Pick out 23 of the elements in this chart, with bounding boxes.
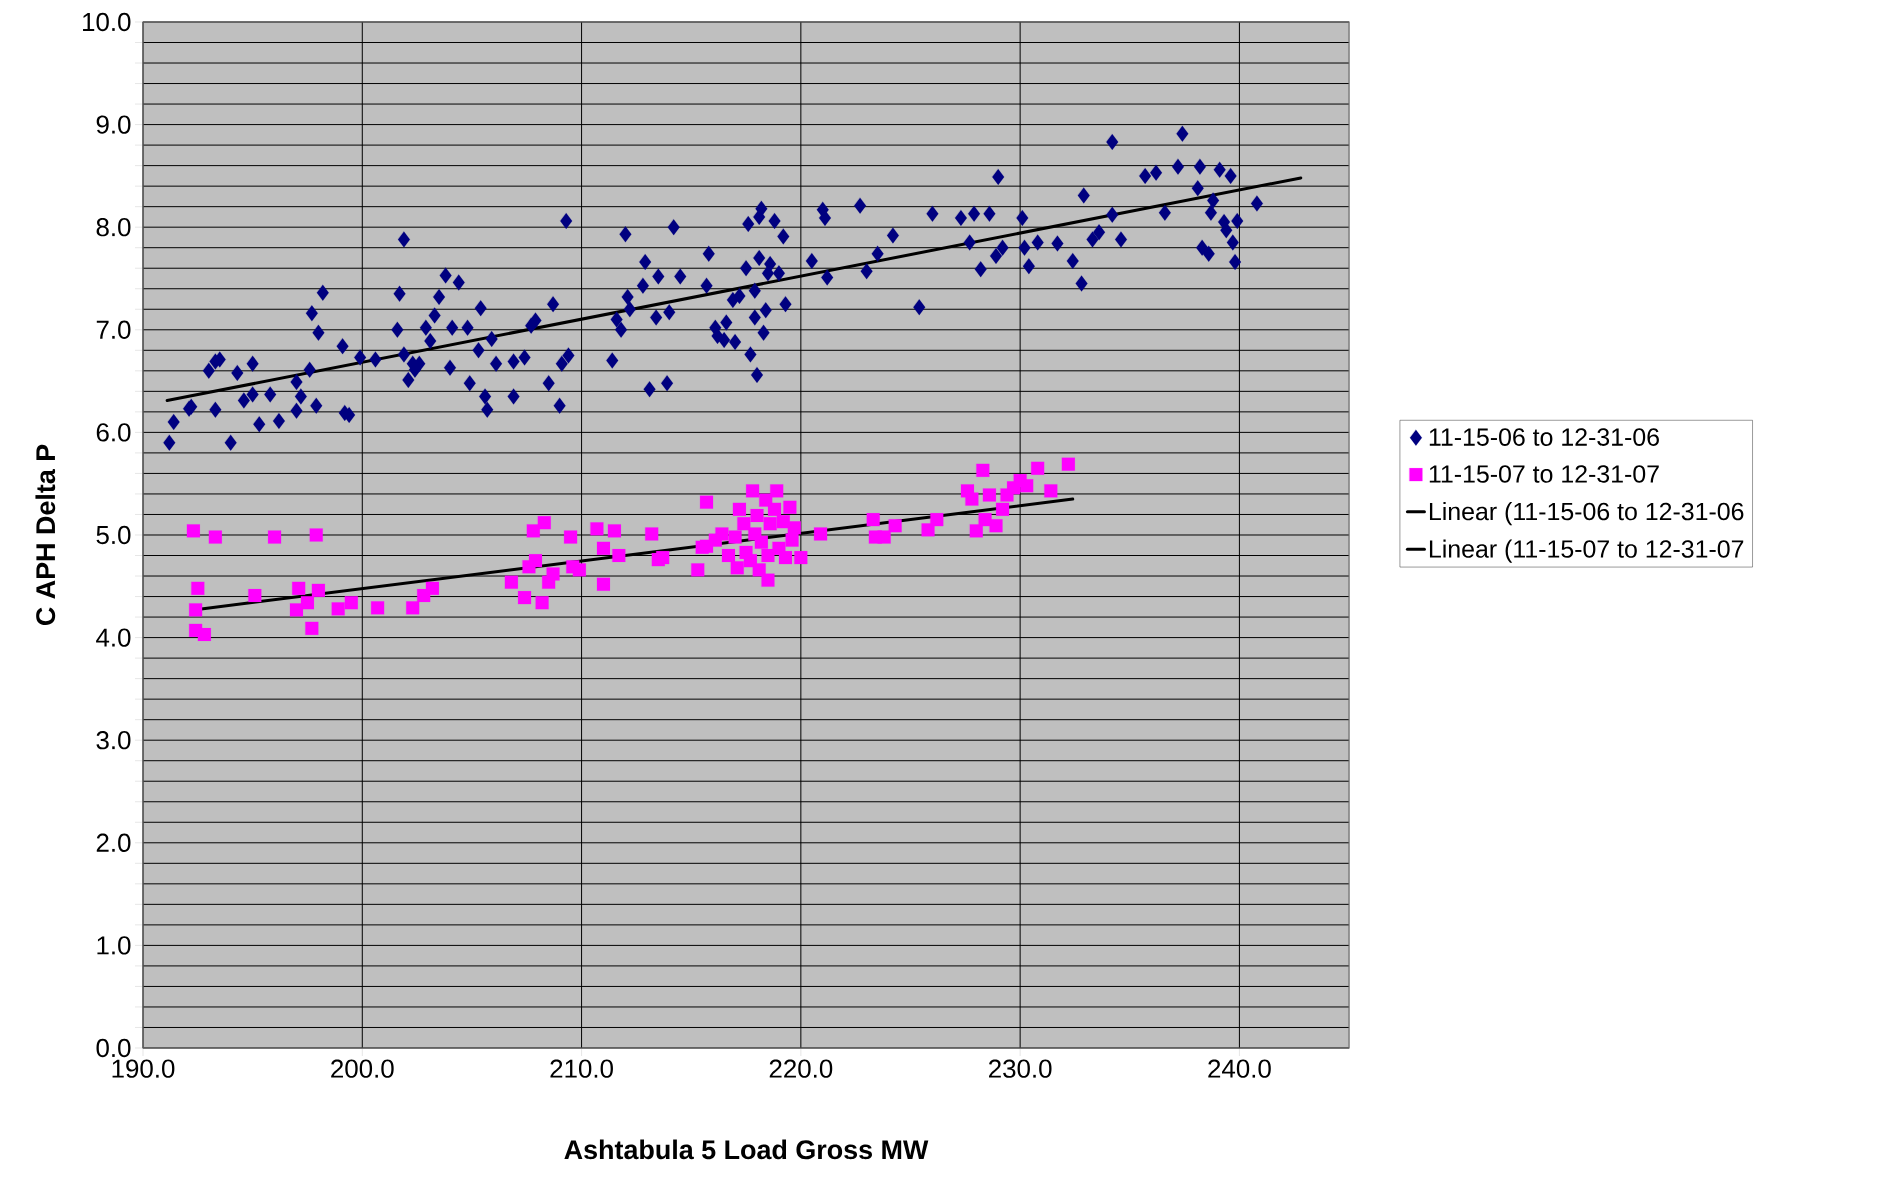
y-tick-label: 3.0 xyxy=(96,731,131,750)
y-tick-label: 1.0 xyxy=(97,936,131,955)
legend-label: Linear (11-15-07 to 12-31-07 xyxy=(1429,539,1744,563)
y-tick-label: 6.0 xyxy=(96,423,131,442)
y-tick-label: 4.0 xyxy=(96,628,131,647)
x-tick-label: 230.0 xyxy=(989,1059,1052,1078)
x-tick-label: 190.0 xyxy=(112,1059,175,1078)
x-axis-title: Ashtabula 5 Load Gross MW xyxy=(564,1139,929,1160)
x-tick-label: 220.0 xyxy=(769,1059,833,1078)
y-tick-label: 2.0 xyxy=(96,833,131,852)
legend-label: 11-15-06 to 12-31-06 xyxy=(1429,428,1659,446)
x-tick-label: 200.0 xyxy=(331,1059,394,1078)
y-tick-label: 0.0 xyxy=(96,1038,131,1058)
x-tick-label: 240.0 xyxy=(1208,1059,1271,1078)
y-tick-label: 8.0 xyxy=(96,218,131,237)
y-axis-title: C APH Delta P xyxy=(35,444,56,626)
y-tick-label: 7.0 xyxy=(96,320,131,339)
legend-label: 11-15-07 to 12-31-07 xyxy=(1429,465,1659,483)
x-tick-label: 210.0 xyxy=(550,1059,613,1078)
y-tick-label: 10.0 xyxy=(83,12,131,32)
y-tick-label: 9.0 xyxy=(96,115,131,134)
y-tick-label: 5.0 xyxy=(96,525,131,545)
legend-label: Linear (11-15-06 to 12-31-06 xyxy=(1429,502,1744,526)
